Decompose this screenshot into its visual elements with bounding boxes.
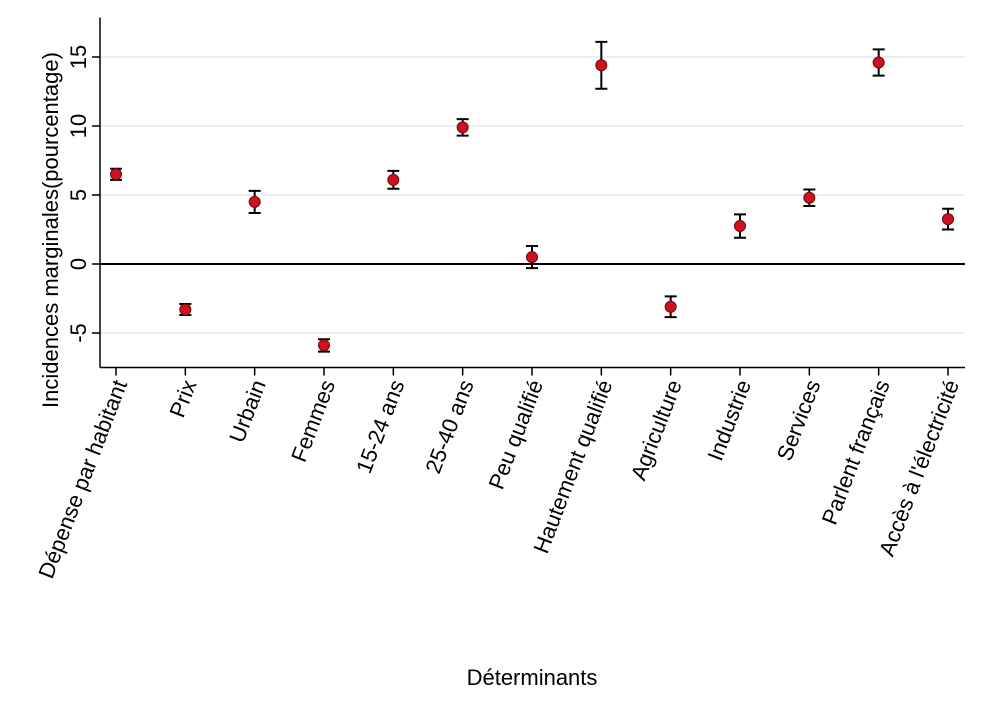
x-tick-label: Industrie xyxy=(703,376,757,464)
x-tick-label: 25-40 ans xyxy=(420,376,478,476)
point xyxy=(248,195,261,208)
x-tick-label: Agriculture xyxy=(626,376,687,483)
y-tick-label: 5 xyxy=(66,189,91,201)
x-tick-label: Hautement qualifié xyxy=(528,376,617,556)
point xyxy=(318,339,330,352)
y-tick-label: 0 xyxy=(66,258,91,270)
point xyxy=(110,168,122,181)
point xyxy=(179,303,192,316)
y-tick-label: 10 xyxy=(66,114,91,138)
y-axis-label: Incidences marginales(pourcentage) xyxy=(38,52,63,408)
point xyxy=(595,59,608,72)
x-axis-label: Déterminants xyxy=(467,665,598,690)
point xyxy=(456,121,469,134)
x-tick-label: Services xyxy=(772,376,826,464)
point xyxy=(664,300,677,313)
y-tick-label: 15 xyxy=(66,45,91,69)
y-tick-label: -5 xyxy=(66,323,91,343)
x-tick-label: Parlent français xyxy=(817,376,895,528)
point xyxy=(942,213,954,226)
x-tick-label: Prix xyxy=(165,376,202,420)
x-tick-label: Peu qualifié xyxy=(484,376,549,492)
point xyxy=(872,56,885,69)
x-tick-label: Urbain xyxy=(224,376,271,445)
point xyxy=(734,220,746,233)
point xyxy=(526,251,538,264)
x-tick-label: Femmes xyxy=(286,376,340,465)
point xyxy=(387,173,400,186)
point xyxy=(803,191,816,204)
x-tick-label: 15-24 ans xyxy=(351,376,409,476)
